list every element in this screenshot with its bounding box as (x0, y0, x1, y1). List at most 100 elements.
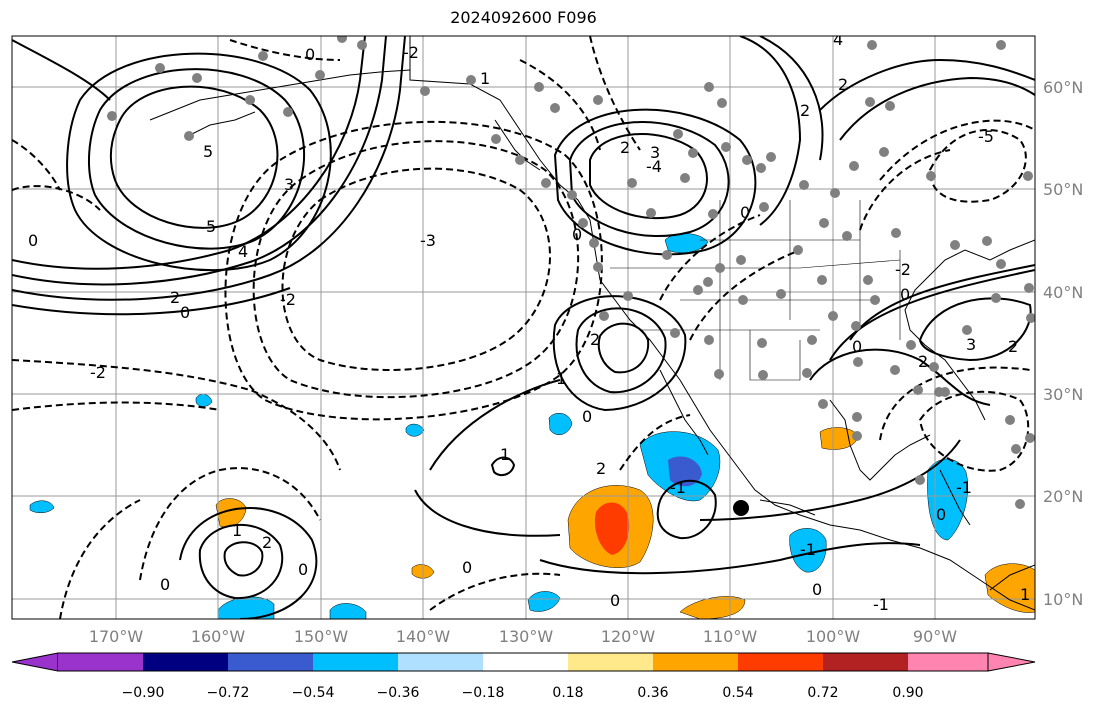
colorbar-tick-label: 0.72 (807, 685, 838, 701)
contour-label: 0 (936, 505, 946, 524)
longitude-label: 110°W (703, 627, 758, 646)
contour-label: 2 (800, 101, 810, 120)
colorbar-segment (738, 653, 823, 671)
longitude-label: 170°W (89, 627, 144, 646)
contour-label: 2 (1008, 337, 1018, 356)
contour-label: 1 (480, 69, 490, 88)
colorbar-tick-label: −0.18 (462, 685, 505, 701)
colorbar-segment (653, 653, 738, 671)
colorbar-tick-label: 0.36 (637, 685, 668, 701)
contour-label: -2 (90, 363, 106, 382)
colorbar-tick-label: −0.54 (292, 685, 335, 701)
colorbar-segment (823, 653, 908, 671)
contour-label: 0 (610, 591, 620, 610)
contour-label: 1 (232, 521, 242, 540)
position-marker (733, 500, 749, 516)
contour-label: 0 (572, 225, 582, 244)
contour-label: 0 (740, 203, 750, 222)
station-markers (107, 36, 1035, 509)
contour-label: 4 (833, 30, 843, 49)
contour-label: 3 (966, 335, 976, 354)
contour-labels: 0 -2 1 5 3 5 4 0 2 0 -2 -3 -2 2 3 -4 0 0… (28, 30, 1030, 614)
contour-label: 1 (1020, 585, 1030, 604)
latitude-label: 20°N (1043, 487, 1083, 506)
contour-label: 2 (170, 288, 180, 307)
longitude-label: 90°W (913, 627, 957, 646)
contour-label: -2 (403, 43, 419, 62)
negative-shade-region (329, 603, 367, 619)
latitude-label: 10°N (1043, 590, 1083, 609)
colorbar-segment (908, 653, 988, 671)
positive-shade-region (984, 563, 1035, 613)
contour-label: 2 (262, 533, 272, 552)
colorbar-segment (228, 653, 313, 671)
coastlines (149, 36, 1035, 611)
colorbar-segment (398, 653, 483, 671)
colorbar-segment (143, 653, 228, 671)
colorbar-tick-label: 0.18 (552, 685, 583, 701)
colorbar-tick-label: −0.72 (207, 685, 250, 701)
longitude-axis: 170°W 160°W 150°W 140°W 130°W 120°W 110°… (89, 627, 957, 646)
colorbar-segment (568, 653, 653, 671)
contour-label: -2 (895, 260, 911, 279)
contour-label: 0 (298, 560, 308, 579)
contour-label: 0 (900, 285, 910, 304)
contour-label: 3 (650, 143, 660, 162)
contour-label: 5 (203, 142, 213, 161)
contour-label: -1 (800, 540, 816, 559)
latitude-label: 30°N (1043, 385, 1083, 404)
contour-label: -1 (670, 478, 686, 497)
shading-layer (29, 233, 1035, 619)
longitude-label: 100°W (806, 627, 861, 646)
negative-contours (12, 36, 1035, 619)
contour-label: 0 (462, 558, 472, 577)
positive-shade-region (679, 596, 746, 619)
contour-label: 2 (590, 330, 600, 349)
negative-shade-region (548, 412, 573, 436)
positive-core-region (594, 502, 630, 555)
colorbar-tick-label: −0.36 (377, 685, 420, 701)
contour-label: 0 (812, 580, 822, 599)
contour-label: 0 (305, 45, 315, 64)
longitude-label: 120°W (601, 627, 656, 646)
negative-shade-region (405, 423, 425, 437)
contour-label: 0 (582, 407, 592, 426)
contour-label: 4 (238, 242, 248, 261)
contour-label: 0 (28, 231, 38, 250)
contour-label: -5 (978, 127, 994, 146)
contour-label: -3 (420, 231, 436, 250)
longitude-label: 140°W (396, 627, 451, 646)
colorbar-min-extend (11, 652, 59, 672)
contour-label: 1 (500, 445, 510, 464)
negative-shade-region (527, 591, 561, 612)
colorbar-tick-label: −0.90 (122, 685, 165, 701)
contour-label: 2 (620, 138, 630, 157)
colorbar-tick-label: 0.54 (722, 685, 753, 701)
colorbar-max-extend (987, 652, 1036, 672)
longitude-label: 160°W (191, 627, 246, 646)
contour-label: 0 (180, 303, 190, 322)
graticule (12, 36, 1035, 619)
negative-shade-region (29, 500, 55, 513)
contour-label: -2 (280, 290, 296, 309)
contour-label: 2 (838, 75, 848, 94)
contour-label: -4 (646, 157, 662, 176)
colorbar-ticks: −0.90 −0.72 −0.54 −0.36 −0.18 0.18 0.36 … (122, 685, 924, 701)
colorbar-segment (58, 653, 143, 671)
contour-label: 0 (160, 575, 170, 594)
latitude-label: 50°N (1043, 180, 1083, 199)
longitude-label: 130°W (499, 627, 554, 646)
negative-core-region (668, 456, 702, 487)
plot-frame (11, 35, 1036, 620)
contour-label: 2 (918, 352, 928, 371)
colorbar: −0.90 −0.72 −0.54 −0.36 −0.18 0.18 0.36 … (11, 652, 1036, 701)
colorbar-segment (313, 653, 398, 671)
contour-label: -1 (873, 595, 889, 614)
latitude-label: 40°N (1043, 283, 1083, 302)
latitude-label: 60°N (1043, 78, 1083, 97)
contour-label: 3 (284, 175, 294, 194)
contour-label: 0 (852, 337, 862, 356)
colorbar-tick-label: 0.90 (892, 685, 923, 701)
longitude-label: 150°W (294, 627, 349, 646)
